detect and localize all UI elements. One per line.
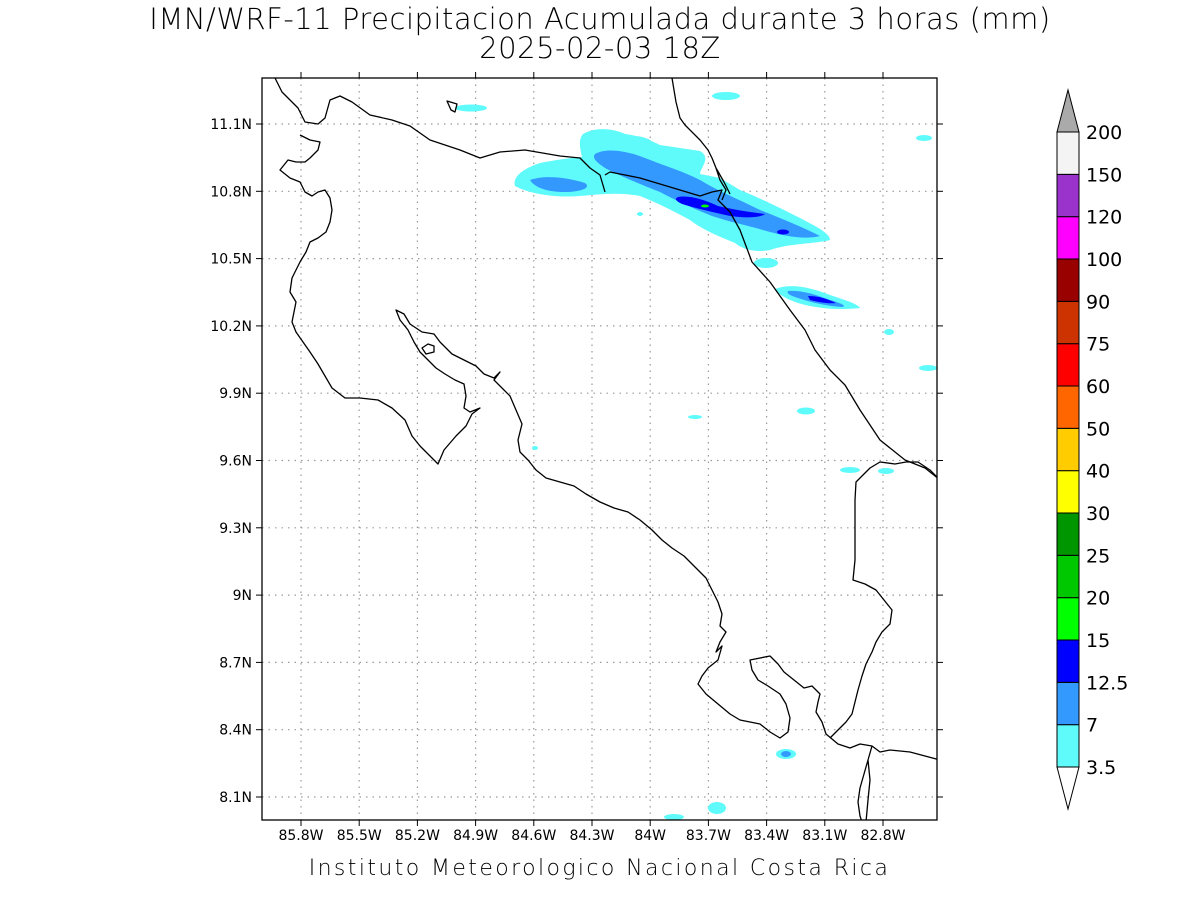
colorbar-label: 30 <box>1086 503 1110 525</box>
longitude-label: 85.5W <box>337 828 382 844</box>
colorbar-label: 75 <box>1086 334 1110 356</box>
colorbar-label: 40 <box>1086 461 1110 483</box>
longitude-label: 84.9W <box>453 828 498 844</box>
colorbar-label: 100 <box>1086 249 1122 271</box>
latitude-label: 9N <box>233 588 252 604</box>
map-date: 2025-02-03 18Z <box>479 31 721 65</box>
footer-credit: Instituto Meteorologico Nacional Costa R… <box>308 856 891 881</box>
colorbar-label: 15 <box>1086 630 1110 652</box>
colorbar-segment <box>1056 724 1080 768</box>
latitude-label: 8.7N <box>219 655 252 671</box>
colorbar-label: 90 <box>1086 291 1110 313</box>
latitude-label: 9.9N <box>219 386 252 402</box>
colorbar-legend: 3.5 7 12.5 15 20 25 30 40 50 60 75 90 100 120 150 200 <box>1056 88 1128 811</box>
latitude-label: 10.8N <box>210 184 252 200</box>
longitude-label: 85.8W <box>278 828 323 844</box>
latitude-label: 11.1N <box>210 117 252 133</box>
axis-ticks <box>256 72 943 826</box>
longitude-label: 83.1W <box>802 828 847 844</box>
colorbar-segment <box>1056 639 1080 683</box>
colorbar-label: 3.5 <box>1086 757 1116 779</box>
colorbar-label: 120 <box>1086 207 1122 229</box>
colorbar-label: 7 <box>1086 715 1098 737</box>
colorbar-segment <box>1056 512 1080 556</box>
colorbar-segment <box>1056 597 1080 641</box>
latitude-label: 8.4N <box>219 723 252 739</box>
longitude-label: 85.2W <box>395 828 440 844</box>
map-frame <box>261 77 938 821</box>
map-title: IMN/WRF-11 Precipitacion Acumulada duran… <box>149 2 1051 36</box>
latitude-label: 9.3N <box>219 521 252 537</box>
colorbar-segment <box>1056 258 1080 302</box>
longitude-label: 82.8W <box>860 828 905 844</box>
colorbar-label: 60 <box>1086 376 1110 398</box>
colorbar-label: 25 <box>1086 545 1110 567</box>
latitude-label: 10.5N <box>210 252 252 268</box>
colorbar-segment <box>1056 300 1080 345</box>
colorbar-under-arrow <box>1056 766 1080 811</box>
latitude-label: 10.2N <box>210 319 252 335</box>
colorbar-label: 50 <box>1086 418 1110 440</box>
colorbar-segment <box>1056 216 1080 260</box>
colorbar-segment <box>1056 681 1080 726</box>
latitude-label: 8.1N <box>219 790 252 806</box>
colorbar-segment <box>1056 470 1080 514</box>
longitude-label: 84.6W <box>511 828 556 844</box>
coastline <box>274 78 937 820</box>
colorbar-segment <box>1056 343 1080 387</box>
longitude-label: 84.3W <box>569 828 614 844</box>
latitude-label: 9.6N <box>219 454 252 470</box>
precipitation-fields <box>455 92 937 820</box>
colorbar-segment <box>1056 554 1080 599</box>
colorbar-over-arrow <box>1056 88 1080 133</box>
longitude-label: 84W <box>634 828 666 844</box>
colorbar-label: 12.5 <box>1086 672 1128 694</box>
longitude-label: 83.7W <box>686 828 731 844</box>
longitude-label: 83.4W <box>744 828 789 844</box>
colorbar-segment <box>1056 173 1080 218</box>
colorbar-segment <box>1056 131 1080 175</box>
colorbar-label: 150 <box>1086 164 1122 186</box>
colorbar-label: 20 <box>1086 588 1110 610</box>
colorbar-label: 200 <box>1086 122 1122 144</box>
colorbar-segment <box>1056 385 1080 429</box>
latitude-labels: 11.1N 10.8N 10.5N 10.2N 9.9N 9.6N 9.3N 9N 8.7N 8.… <box>210 117 252 806</box>
colorbar-segment <box>1056 427 1080 472</box>
longitude-labels: 85.8W 85.5W 85.2W 84.9W 84.6W 84.3W 84W 83.7W 83… <box>278 828 905 844</box>
